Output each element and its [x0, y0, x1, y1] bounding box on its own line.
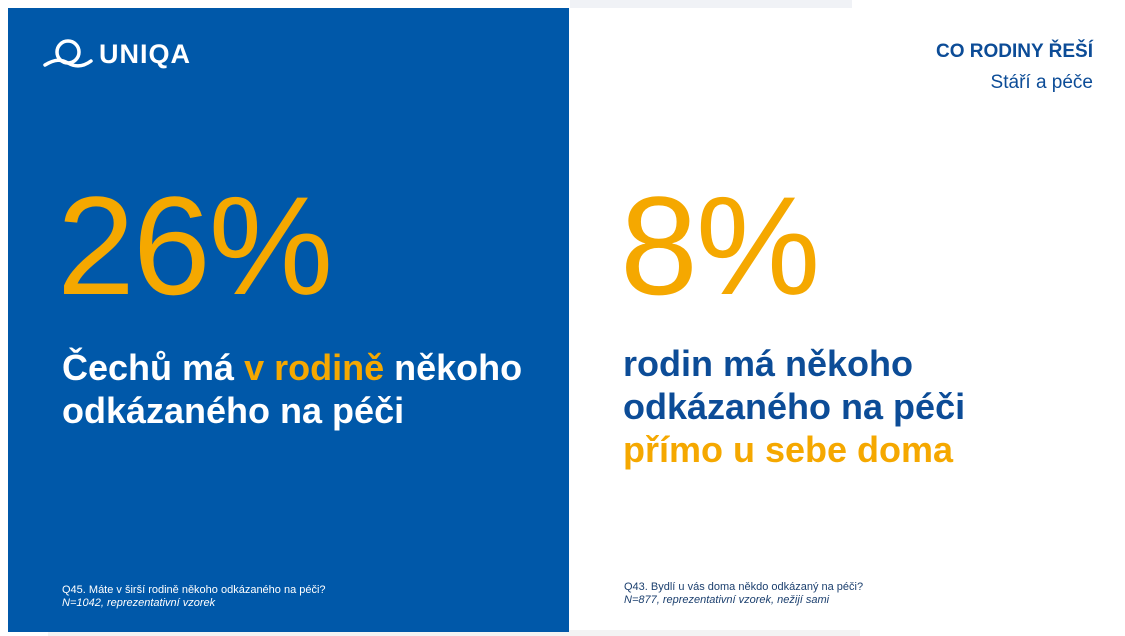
section-header: CO RODINY ŘEŠÍ Stáří a péče [936, 40, 1093, 96]
left-sample: N=1042, reprezentativní vzorek [62, 597, 216, 609]
left-footnote: Q45. Máte v širší rodině někoho odkázané… [62, 584, 326, 610]
left-stat-text-part1: Čechů má [62, 347, 245, 388]
top-edge [570, 0, 852, 8]
left-panel [8, 8, 569, 632]
right-question: Q43. Bydlí u vás doma někdo odkázaný na … [624, 581, 864, 593]
left-question: Q45. Máte v širší rodině někoho odkázané… [62, 584, 326, 596]
section-title: CO RODINY ŘEŠÍ [936, 41, 1093, 62]
brand-name: UNIQA [99, 39, 191, 69]
right-stat-text-part1: rodin má někoho odkázaného na péči [623, 343, 966, 427]
right-stat-value: 8% [620, 167, 820, 324]
right-stat-text: rodin má někoho odkázaného na péči přímo… [623, 342, 1063, 471]
left-stat-text-part2: někoho odkázaného na péči [62, 347, 523, 431]
left-stat-highlight: v rodině [244, 347, 385, 388]
section-subtitle: Stáří a péče [990, 72, 1093, 93]
uniqa-logo-icon [43, 39, 93, 68]
uniqa-logo: UNIQA [43, 38, 191, 70]
right-footnote: Q43. Bydlí u vás doma někdo odkázaný na … [624, 581, 863, 607]
right-stat-highlight: přímo u sebe doma [623, 429, 954, 470]
left-stat-value: 26% [57, 167, 333, 324]
right-sample: N=877, reprezentativní vzorek, nežijí sa… [624, 594, 830, 606]
left-stat-text: Čechů má v rodině někoho odkázaného na p… [62, 346, 532, 432]
bottom-edge [48, 630, 860, 636]
